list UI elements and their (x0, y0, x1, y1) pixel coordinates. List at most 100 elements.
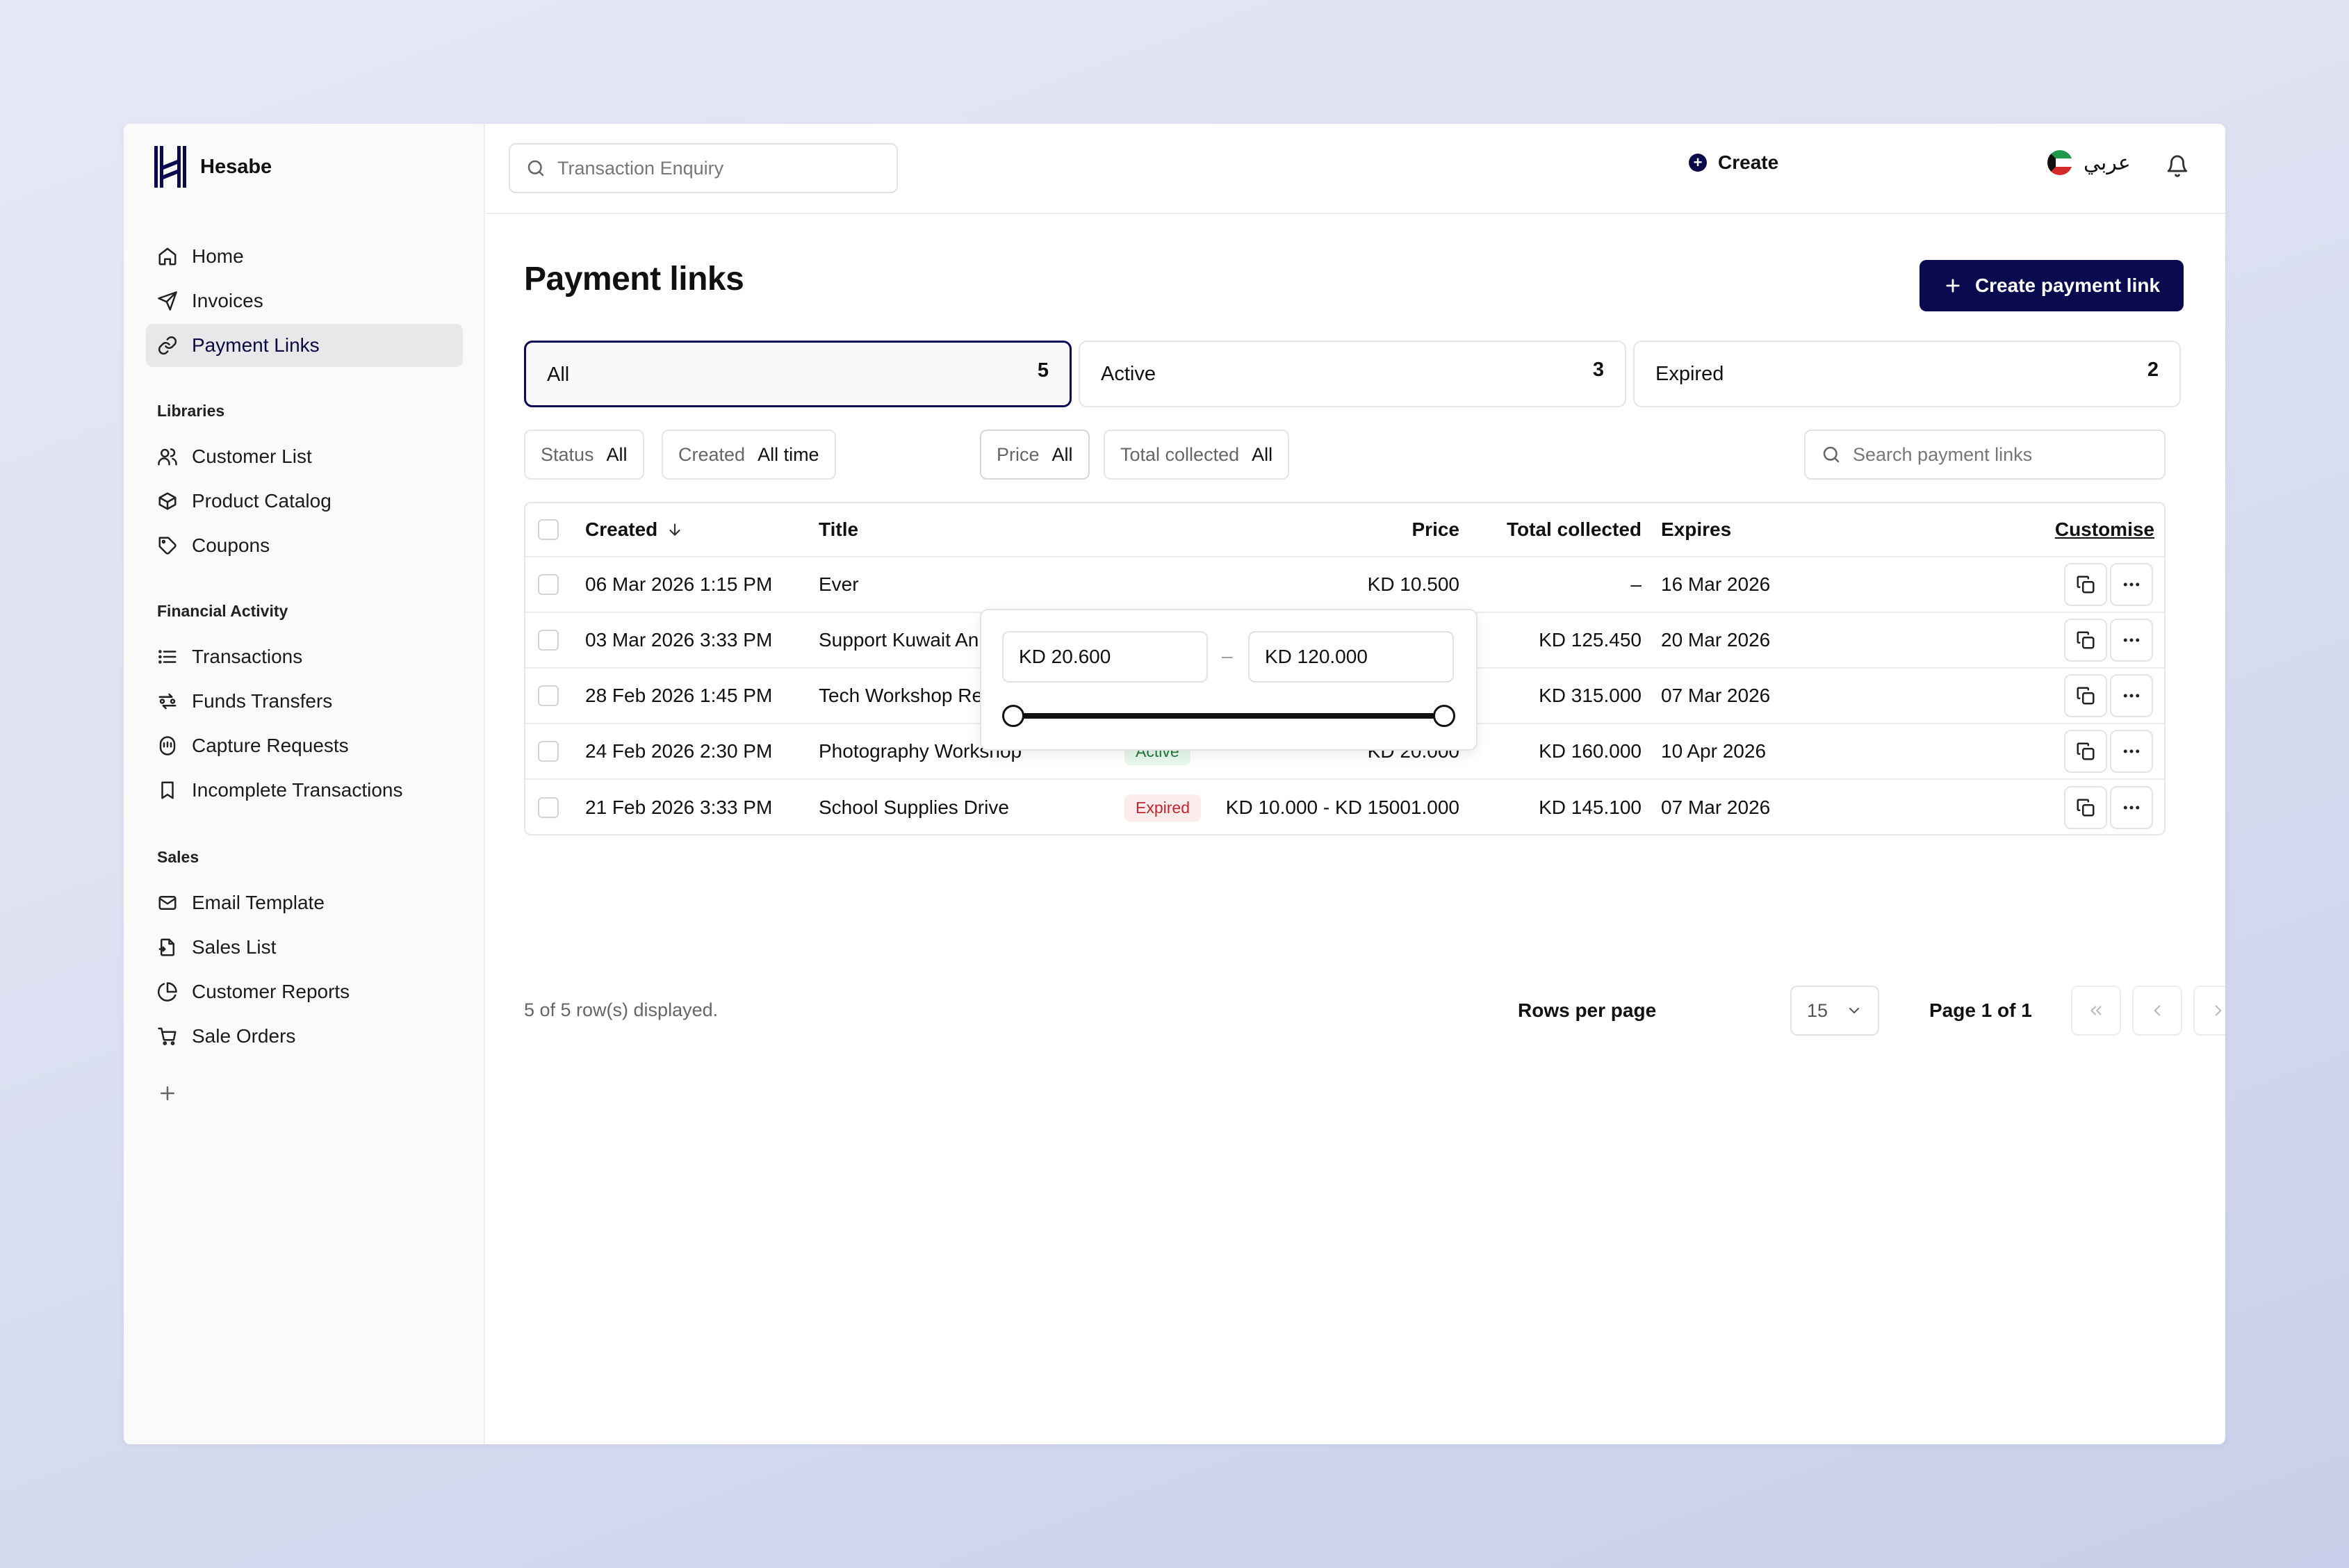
brand[interactable]: Hesabe (153, 145, 272, 189)
copy-cell (2064, 724, 2107, 778)
copy-link-button[interactable] (2064, 674, 2107, 717)
next-page-button[interactable] (2193, 986, 2225, 1036)
title-cell[interactable]: School Supplies Drive (819, 797, 1009, 818)
total-collected-cell: – (1630, 573, 1642, 595)
filter-value: All (1252, 443, 1273, 465)
customise-link[interactable]: Customise (2054, 518, 2154, 540)
sidebar-item-label: Incomplete Transactions (192, 779, 403, 801)
created-cell: 24 Feb 2026 2:30 PM (585, 740, 773, 762)
stat-card-all[interactable]: All 5 (524, 341, 1072, 407)
sidebar-item-label: Customer Reports (192, 981, 350, 1002)
sidebar-item-customer-reports[interactable]: Customer Reports (146, 970, 463, 1013)
sidebar-item-funds-transfers[interactable]: Funds Transfers (146, 680, 463, 723)
sidebar-item-home[interactable]: Home (146, 235, 463, 278)
price-slider-min-handle[interactable] (1002, 705, 1024, 727)
table-row[interactable]: 21 Feb 2026 3:33 PM School Supplies Driv… (525, 780, 2164, 834)
sidebar-item-payment-links[interactable]: Payment Links (146, 324, 463, 367)
create-payment-link-button[interactable]: Create payment link (1920, 260, 2184, 311)
column-title[interactable]: Title (819, 518, 859, 540)
sidebar-item-sale-orders[interactable]: Sale Orders (146, 1015, 463, 1058)
more-actions-button[interactable] (2110, 619, 2153, 662)
price-min-input[interactable]: KD 20.600 (1002, 631, 1208, 683)
sidebar-item-label: Capture Requests (192, 735, 349, 756)
column-expires[interactable]: Expires (1661, 518, 1732, 540)
sidebar-item-coupons[interactable]: Coupons (146, 524, 463, 567)
kuwait-flag-icon (2047, 150, 2072, 175)
sidebar-item-label: Home (192, 245, 244, 267)
copy-link-button[interactable] (2064, 730, 2107, 773)
price-slider-track[interactable] (1013, 713, 1444, 719)
row-checkbox[interactable] (538, 574, 559, 595)
copy-link-button[interactable] (2064, 786, 2107, 829)
previous-page-button[interactable] (2132, 986, 2182, 1036)
rows-per-page-select[interactable]: 15 (1790, 986, 1879, 1036)
search-placeholder: Search payment links (1853, 443, 2033, 465)
more-horizontal-icon (2123, 638, 2140, 642)
column-created[interactable]: Created (585, 503, 684, 556)
filter-total-collected[interactable]: Total collected All (1104, 430, 1290, 480)
copy-link-button[interactable] (2064, 619, 2107, 662)
create-label: Create (1718, 152, 1779, 173)
chevron-left-icon (2154, 1005, 2161, 1016)
filter-key: Price (997, 443, 1040, 465)
copy-cell (2064, 780, 2107, 834)
row-checkbox[interactable] (538, 685, 559, 706)
title-cell[interactable]: Ever (819, 573, 859, 595)
page-title: Payment links (524, 261, 744, 297)
language-switcher[interactable]: عربي (2047, 150, 2131, 175)
stat-count: 3 (1592, 359, 1604, 381)
sidebar-item-capture-requests[interactable]: Capture Requests (146, 724, 463, 767)
expires-cell: 07 Mar 2026 (1661, 797, 1771, 818)
section-label-financial-activity: Financial Activity (157, 602, 288, 620)
filter-key: Status (541, 443, 594, 465)
more-actions-button[interactable] (2110, 786, 2153, 829)
create-menu-button[interactable]: + Create (1689, 152, 1778, 174)
price-max-input[interactable]: KD 120.000 (1248, 631, 1454, 683)
copy-link-button[interactable] (2064, 563, 2107, 606)
stat-card-expired[interactable]: Expired 2 (1633, 341, 2181, 407)
total-collected-cell: KD 145.100 (1539, 797, 1642, 818)
filter-status[interactable]: Status All (524, 430, 644, 480)
stat-card-active[interactable]: Active 3 (1079, 341, 1626, 407)
more-actions-button[interactable] (2110, 674, 2153, 717)
sidebar-item-product-catalog[interactable]: Product Catalog (146, 480, 463, 523)
filter-created[interactable]: Created All time (662, 430, 836, 480)
sidebar-item-invoices[interactable]: Invoices (146, 279, 463, 322)
bell-icon[interactable] (2166, 154, 2189, 178)
created-cell: 06 Mar 2026 1:15 PM (585, 573, 773, 595)
table-row[interactable]: 06 Mar 2026 1:15 PM Ever KD 10.500 – 16 … (525, 557, 2164, 613)
sidebar-item-email-template[interactable]: Email Template (146, 881, 463, 924)
more-actions-button[interactable] (2110, 730, 2153, 773)
sidebar-item-transactions[interactable]: Transactions (146, 635, 463, 678)
copy-cell (2064, 557, 2107, 612)
price-slider-max-handle[interactable] (1433, 705, 1455, 727)
table-row[interactable]: 24 Feb 2026 2:30 PM Photography Workshop… (525, 724, 2164, 780)
price-cell: KD 10.500 (1367, 573, 1459, 595)
row-checkbox[interactable] (538, 797, 559, 818)
search-payment-links-input[interactable]: Search payment links (1804, 430, 2166, 480)
column-total-collected[interactable]: Total collected (1507, 518, 1642, 540)
sidebar-item-incomplete-transactions[interactable]: Incomplete Transactions (146, 769, 463, 812)
transaction-enquiry-search[interactable]: Transaction Enquiry (509, 143, 898, 193)
select-all-checkbox[interactable] (538, 519, 559, 540)
add-section-plus-icon[interactable] (157, 1083, 178, 1104)
first-page-button[interactable] (2071, 986, 2121, 1036)
rows-per-page-value: 15 (1807, 999, 1828, 1021)
sidebar-item-sales-list[interactable]: Sales List (146, 926, 463, 969)
more-actions-button[interactable] (2110, 563, 2153, 606)
transfer-icon (158, 693, 177, 710)
copy-icon (2077, 687, 2095, 705)
more-cell (2110, 780, 2153, 834)
more-cell (2110, 669, 2153, 723)
page-info: Page 1 of 1 (1929, 999, 2032, 1021)
hesabe-logo-icon (154, 146, 186, 188)
main-content: Payment links Create payment link All 5 … (485, 214, 2225, 1444)
row-checkbox[interactable] (538, 630, 559, 651)
stat-label: Active (1101, 363, 1156, 385)
column-price[interactable]: Price (1411, 518, 1460, 540)
stat-label: All (547, 364, 570, 386)
sidebar-item-customer-list[interactable]: Customer List (146, 435, 463, 478)
stat-label: Expired (1655, 363, 1724, 385)
row-checkbox[interactable] (538, 741, 559, 762)
filter-price[interactable]: Price All (980, 430, 1090, 480)
